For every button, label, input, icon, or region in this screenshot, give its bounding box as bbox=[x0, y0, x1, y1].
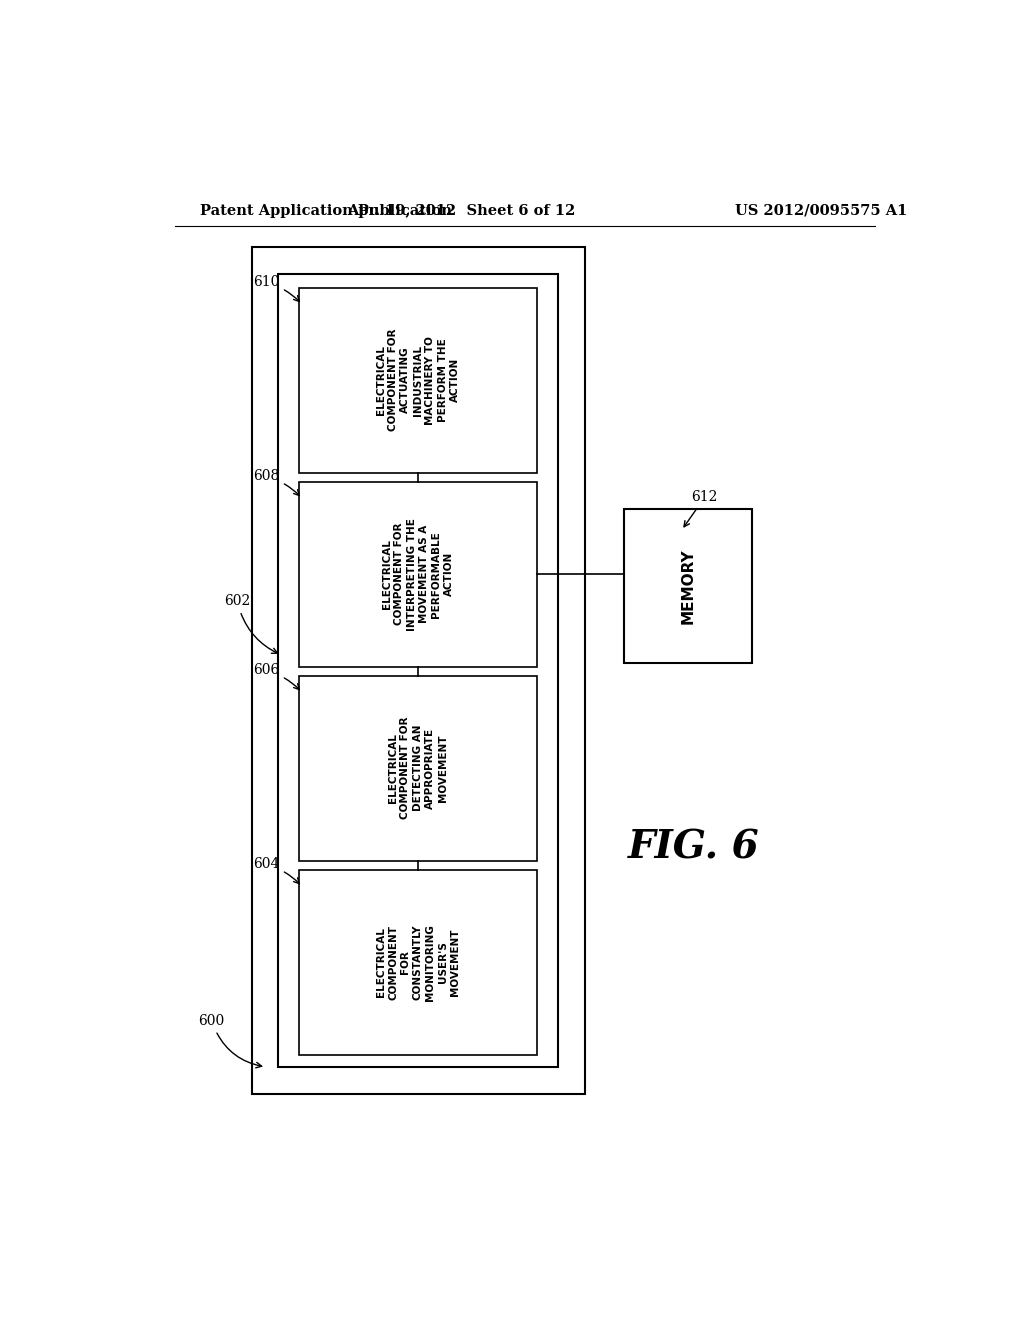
Text: ELECTRICAL
COMPONENT FOR
DETECTING AN
APPROPRIATE
MOVEMENT: ELECTRICAL COMPONENT FOR DETECTING AN AP… bbox=[388, 717, 447, 820]
Bar bbox=[278, 275, 558, 1067]
Text: 612: 612 bbox=[684, 490, 718, 527]
Text: 606: 606 bbox=[253, 664, 299, 689]
Text: 600: 600 bbox=[199, 1014, 262, 1068]
Bar bbox=[299, 482, 538, 667]
Bar bbox=[299, 870, 538, 1055]
Bar bbox=[624, 508, 752, 663]
Text: MEMORY: MEMORY bbox=[680, 548, 695, 623]
Text: Apr. 19, 2012  Sheet 6 of 12: Apr. 19, 2012 Sheet 6 of 12 bbox=[347, 203, 575, 218]
Text: Patent Application Publication: Patent Application Publication bbox=[200, 203, 452, 218]
Text: ELECTRICAL
COMPONENT FOR
INTERPRETING THE
MOVEMENT AS A
PERFORMABLE
ACTION: ELECTRICAL COMPONENT FOR INTERPRETING TH… bbox=[382, 517, 454, 631]
Text: ELECTRICAL
COMPONENT FOR
ACTUATING
INDUSTRIAL
MACHINERY TO
PERFORM THE
ACTION: ELECTRICAL COMPONENT FOR ACTUATING INDUS… bbox=[376, 329, 460, 432]
Text: FIG. 6: FIG. 6 bbox=[628, 829, 760, 866]
Bar bbox=[252, 247, 586, 1094]
Text: 602: 602 bbox=[224, 594, 278, 653]
Text: US 2012/0095575 A1: US 2012/0095575 A1 bbox=[735, 203, 908, 218]
Bar bbox=[299, 676, 538, 861]
Text: 608: 608 bbox=[253, 470, 299, 495]
Text: 604: 604 bbox=[253, 858, 299, 883]
Bar bbox=[299, 288, 538, 473]
Text: 610: 610 bbox=[253, 276, 299, 301]
Text: ELECTRICAL
COMPONENT
FOR
CONSTANTLY
MONITORING
USER'S
MOVEMENT: ELECTRICAL COMPONENT FOR CONSTANTLY MONI… bbox=[376, 924, 460, 1001]
